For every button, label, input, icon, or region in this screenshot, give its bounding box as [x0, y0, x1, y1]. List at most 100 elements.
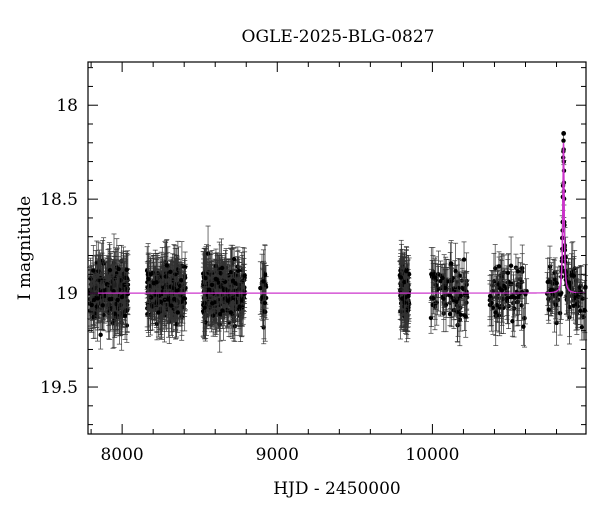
data-point [179, 277, 184, 283]
data-point [119, 294, 125, 300]
data-point [156, 310, 161, 315]
data-point [239, 298, 244, 303]
data-point [258, 285, 263, 291]
data-point [202, 305, 207, 310]
data-point [557, 310, 563, 316]
data-point [237, 304, 242, 309]
data-point [496, 264, 502, 269]
data-point [181, 296, 187, 301]
data-point [174, 322, 179, 327]
data-point [235, 268, 241, 273]
data-point [441, 296, 446, 301]
data-point [558, 292, 563, 297]
data-point [125, 291, 131, 297]
data-point [429, 271, 434, 277]
data-point [209, 282, 215, 288]
data-point [156, 293, 162, 299]
data-point [493, 310, 498, 315]
data-point [168, 284, 173, 289]
data-point [522, 315, 527, 321]
data-point [442, 285, 448, 291]
data-point [453, 268, 458, 274]
data-point [150, 270, 156, 275]
data-point [458, 312, 464, 317]
data-point [200, 271, 206, 276]
data-point [447, 311, 453, 317]
data-point [219, 265, 225, 271]
data-point [94, 304, 100, 309]
data-point [175, 310, 180, 315]
data-point [501, 283, 507, 289]
data-point [554, 320, 559, 326]
data-point [398, 275, 404, 280]
data-point [505, 295, 510, 301]
data-point [441, 311, 446, 316]
data-point [402, 279, 407, 285]
data-point [104, 287, 109, 292]
data-point [235, 299, 240, 305]
data-point [449, 278, 454, 284]
data-point [169, 303, 174, 308]
data-point [172, 272, 178, 277]
data-point [458, 293, 463, 299]
data-point [201, 275, 207, 280]
data-point [494, 302, 499, 308]
data-point [546, 296, 551, 302]
data-point [521, 324, 526, 329]
data-point [154, 280, 159, 285]
data-point [172, 296, 177, 302]
data-point [121, 282, 127, 288]
data-point [164, 263, 169, 268]
data-point [447, 293, 452, 298]
data-point [545, 279, 550, 285]
data-point [519, 303, 524, 308]
data-point [261, 279, 266, 284]
data-point [449, 261, 454, 266]
data-point [546, 307, 551, 312]
data-point [461, 286, 466, 292]
data-point [487, 293, 493, 299]
data-point [91, 268, 96, 273]
data-point [463, 314, 468, 319]
data-point [433, 275, 438, 280]
data-point [263, 282, 268, 288]
data-point [210, 301, 215, 306]
data-point [113, 301, 118, 307]
data-point [149, 295, 154, 300]
data-point [94, 260, 99, 265]
data-point [499, 288, 505, 293]
data-point [554, 280, 559, 286]
data-point [88, 276, 93, 281]
data-point [91, 297, 97, 303]
data-point [213, 276, 219, 282]
data-point [242, 291, 247, 296]
data-point [107, 297, 112, 302]
data-point [580, 296, 585, 301]
data-point [262, 272, 268, 278]
data-point [218, 311, 223, 317]
data-point [242, 273, 247, 279]
data-point [225, 298, 231, 303]
data-point [178, 299, 184, 305]
data-point [124, 267, 129, 273]
data-point [104, 282, 110, 287]
data-point [461, 257, 467, 262]
data-point [575, 293, 580, 299]
data-point [552, 277, 558, 282]
data-point [505, 270, 511, 276]
data-point [519, 279, 524, 285]
data-point [115, 306, 121, 311]
data-point [122, 313, 128, 318]
data-point [510, 319, 515, 324]
data-point [510, 294, 516, 299]
data-point [111, 289, 116, 294]
data-point [115, 297, 120, 303]
data-point [205, 251, 211, 256]
data-point [233, 281, 238, 286]
data-point [458, 305, 463, 311]
data-point [220, 308, 225, 313]
data-point [490, 305, 496, 310]
data-point [454, 299, 459, 305]
data-point [516, 294, 521, 300]
